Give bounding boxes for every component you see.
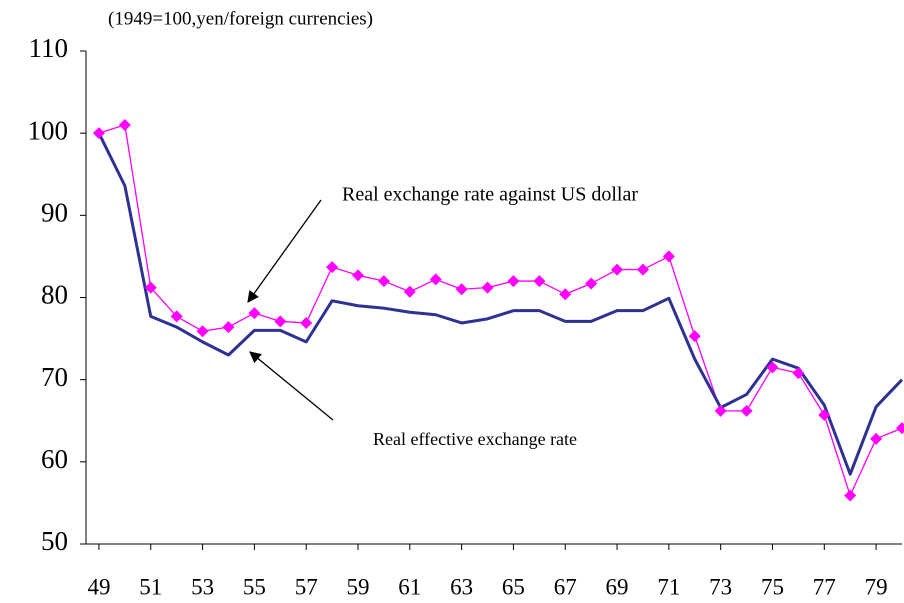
x-tick-label: 53 [191, 574, 214, 599]
point-marker [611, 263, 624, 276]
point-marker [196, 325, 209, 338]
x-tick-label: 63 [450, 574, 473, 599]
point-marker [92, 127, 105, 140]
point-marker [636, 263, 649, 276]
y-tick-label: 110 [29, 33, 69, 63]
point-marker [792, 367, 805, 380]
y-tick-label: 50 [41, 526, 68, 556]
point-marker [455, 283, 468, 296]
point-marker [896, 422, 904, 435]
y-tick-label: 100 [28, 115, 69, 145]
x-tick-label: 77 [813, 574, 836, 599]
point-marker [377, 275, 390, 288]
y-tick-label: 70 [41, 362, 68, 392]
x-tick-label: 73 [709, 574, 732, 599]
x-tick-label: 55 [243, 574, 266, 599]
annotation-arrow [249, 351, 334, 421]
x-tick-label: 71 [657, 574, 680, 599]
point-marker [222, 321, 235, 334]
point-marker [714, 404, 727, 417]
x-tick-label: 67 [554, 574, 577, 599]
x-tick-label: 57 [295, 574, 318, 599]
point-marker [481, 281, 494, 294]
point-marker [688, 330, 701, 343]
point-marker [844, 489, 857, 502]
point-marker [766, 361, 779, 374]
point-marker [818, 408, 831, 421]
x-tick-label: 69 [606, 574, 629, 599]
point-marker [274, 315, 287, 328]
point-marker [118, 118, 131, 131]
annotation: Real effective exchange rate [373, 429, 577, 449]
point-marker [326, 261, 339, 274]
point-marker [585, 277, 598, 290]
y-tick-label: 60 [41, 444, 68, 474]
point-marker [533, 275, 546, 288]
x-tick-label: 51 [139, 574, 162, 599]
series-line [98, 124, 903, 497]
annotation-arrow [247, 199, 322, 303]
y-tick-label: 80 [41, 280, 68, 310]
point-marker [352, 269, 364, 282]
point-marker [170, 310, 183, 323]
x-tick-label: 61 [398, 574, 421, 599]
x-tick-label: 49 [87, 574, 110, 599]
point-marker [300, 316, 313, 329]
point-marker [870, 432, 883, 445]
series-line [97, 132, 904, 476]
y-tick-label: 90 [41, 198, 68, 228]
point-marker [559, 288, 572, 301]
annotation: Real exchange rate against US dollar [342, 184, 638, 206]
x-tick-label: 65 [502, 574, 525, 599]
point-marker [740, 404, 753, 417]
point-marker [403, 285, 416, 298]
chart-subtitle: (1949=100,yen/foreign currencies) [108, 8, 373, 29]
point-marker [429, 273, 442, 286]
point-marker [144, 281, 157, 294]
x-tick-label: 75 [761, 574, 784, 599]
x-tick-label: 79 [865, 574, 888, 599]
point-marker [248, 307, 261, 320]
point-marker [662, 250, 675, 263]
x-tick-label: 59 [347, 574, 370, 599]
point-marker [507, 275, 520, 288]
